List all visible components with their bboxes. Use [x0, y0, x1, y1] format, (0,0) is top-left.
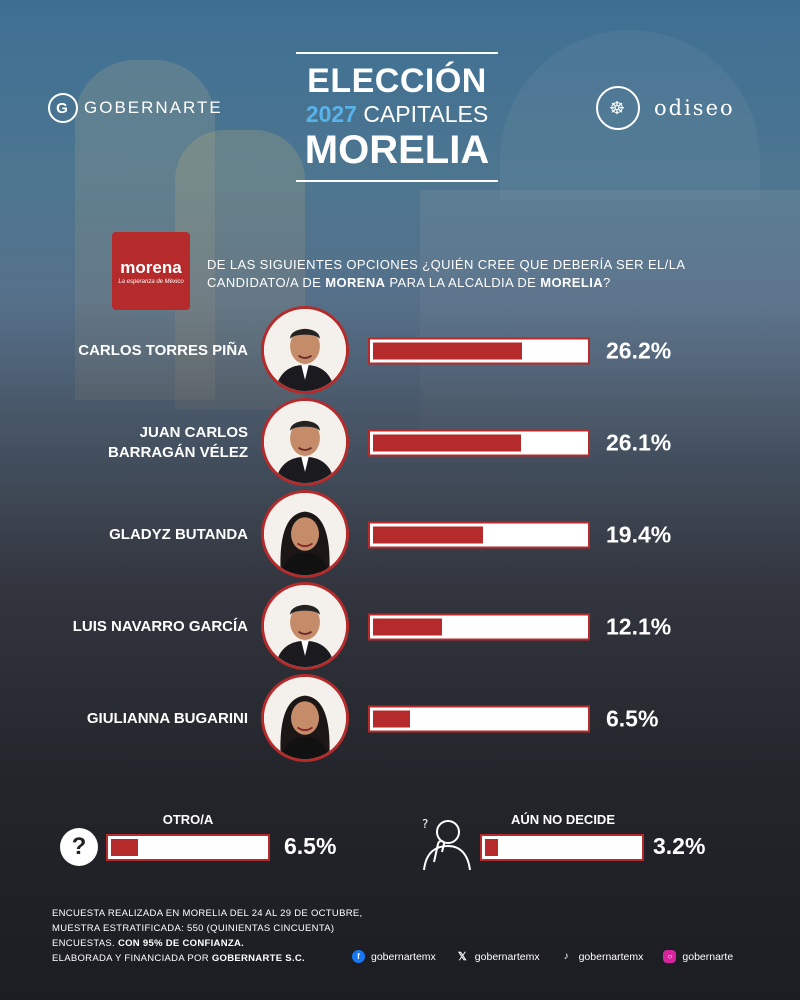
candidate-photo — [261, 398, 349, 486]
other-value: 6.5% — [284, 833, 337, 859]
bar — [373, 342, 522, 360]
data-label: 26.1% — [606, 429, 672, 456]
footnote-line: ELABORADA Y FINANCIADA POR GOBERNARTE S.… — [52, 951, 392, 966]
x-handle: gobernartemx — [474, 950, 540, 963]
title-rule-bottom — [296, 180, 498, 182]
candidate-photo — [261, 674, 349, 762]
instagram-handle: gobernarte — [682, 950, 734, 963]
candidate-name-line: JUAN CARLOS — [139, 424, 248, 441]
bar — [373, 434, 521, 452]
bar-track — [368, 705, 590, 733]
party-name: morena — [120, 257, 182, 277]
candidate-name-line: BARRAGÁN VÉLEZ — [107, 444, 248, 461]
candidate-name: LUIS NAVARRO GARCÍA — [8, 617, 248, 637]
candidate-name-line: GLADYZ BUTANDA — [109, 526, 248, 543]
undecided-label: AÚN NO DECIDE — [510, 812, 615, 827]
background-aqueduct — [420, 190, 800, 450]
title-line1: ELECCIÓN — [307, 62, 487, 100]
gobernarte-wordmark: GOBERNARTE — [84, 98, 223, 117]
gobernarte-g-icon: G — [48, 93, 78, 123]
social-facebook[interactable]: f gobernartemx — [352, 950, 436, 963]
question-mark-icon: ? — [60, 828, 98, 866]
facebook-handle: gobernartemx — [371, 950, 436, 963]
candidate-photo — [261, 582, 349, 670]
bar-track — [368, 429, 590, 457]
x-icon: 𝕏 — [457, 951, 467, 963]
footnote-text: ENCUESTAS. — [52, 938, 118, 949]
bar-track — [368, 337, 590, 365]
morena-logo: morena La esperanza de México — [112, 232, 190, 310]
footnote-confidence: CON 95% DE CONFIANZA. — [117, 938, 245, 949]
title-city: MORELIA — [304, 128, 490, 172]
odiseo-seal-icon: ☸ — [596, 86, 640, 130]
social-tiktok[interactable]: ♪ gobernartemx — [560, 950, 644, 963]
candidate-name-line: CARLOS TORRES PIÑA — [78, 342, 248, 359]
other-bar-track — [106, 834, 270, 861]
candidate-name-line: GIULIANNA BUGARINI — [86, 710, 248, 727]
gobernarte-logo: G GOBERNARTE — [48, 93, 223, 123]
candidate-name: CARLOS TORRES PIÑA — [8, 341, 248, 361]
candidate-row: GIULIANNA BUGARINI 6.5% — [0, 674, 800, 764]
instagram-icon: ○ — [663, 950, 677, 963]
footnote-line: MUESTRA ESTRATIFICADA: 550 (QUINIENTAS C… — [52, 923, 335, 934]
data-label: 19.4% — [606, 521, 672, 548]
candidate-name-line: LUIS NAVARRO GARCÍA — [72, 618, 248, 635]
question-text: ? — [603, 275, 611, 290]
title-year: 2027 — [305, 101, 357, 127]
undecided-value: 3.2% — [653, 833, 706, 859]
question-text: PARA LA ALCALDIA DE — [385, 275, 541, 290]
candidate-photo — [261, 306, 349, 394]
title-block: ELECCIÓN 2027 CAPITALES MORELIA — [296, 52, 498, 182]
title-capitales: CAPITALES — [363, 101, 489, 127]
footnote-line: ENCUESTAS. CON 95% DE CONFIANZA. — [52, 936, 392, 951]
survey-question: DE LAS SIGUIENTES OPCIONES ¿QUIÉN CREE Q… — [207, 256, 727, 292]
bar — [373, 710, 410, 728]
thinking-person-icon: ? — [422, 817, 471, 871]
candidate-row: GLADYZ BUTANDA 19.4% — [0, 490, 800, 580]
party-tagline: La esperanza de México — [118, 278, 184, 285]
question-text: DE LAS SIGUIENTES OPCIONES ¿QUIÉN CREE Q… — [207, 257, 685, 290]
tiktok-icon: ♪ — [563, 951, 569, 962]
candidate-name: JUAN CARLOS BARRAGÁN VÉLEZ — [8, 423, 248, 463]
question-party: MORENA — [325, 275, 386, 290]
undecided-bar-track — [480, 834, 644, 861]
candidate-photo — [261, 490, 349, 578]
footnote-sponsor: GOBERNARTE S.C. — [211, 953, 305, 964]
data-label: 26.2% — [606, 337, 672, 364]
data-label: 6.5% — [606, 705, 659, 732]
svg-text:?: ? — [422, 817, 428, 831]
candidate-row: JUAN CARLOS BARRAGÁN VÉLEZ 26.1% — [0, 398, 800, 488]
undecided-bar — [485, 839, 498, 856]
other-bar — [111, 839, 138, 856]
data-label: 12.1% — [606, 613, 672, 640]
social-links: f gobernartemx 𝕏 gobernartemx ♪ gobernar… — [352, 950, 733, 963]
other-label: OTRO/A — [162, 812, 214, 827]
question-city: MORELIA — [540, 275, 604, 290]
bar-track — [368, 613, 590, 641]
tiktok-handle: gobernartemx — [578, 950, 644, 963]
social-instagram[interactable]: ○ gobernarte — [663, 950, 733, 963]
social-x[interactable]: 𝕏 gobernartemx — [456, 950, 540, 964]
facebook-icon: f — [352, 950, 365, 963]
odiseo-wordmark: odiseo — [654, 96, 735, 120]
candidate-name: GLADYZ BUTANDA — [8, 525, 248, 545]
odiseo-logo: ☸ odiseo — [596, 86, 735, 130]
methodology-note: ENCUESTA REALIZADA EN MORELIA DEL 24 AL … — [52, 906, 392, 966]
footnote-line: ENCUESTA REALIZADA EN MORELIA DEL 24 AL … — [52, 908, 363, 919]
candidate-row: CARLOS TORRES PIÑA 26.2% — [0, 306, 800, 396]
footnote-text: ELABORADA Y FINANCIADA POR — [52, 953, 212, 964]
bar-track — [368, 521, 590, 549]
title-line2: 2027 CAPITALES — [296, 100, 498, 128]
title-rule-top — [296, 52, 498, 54]
candidate-row: LUIS NAVARRO GARCÍA 12.1% — [0, 582, 800, 672]
candidate-name: GIULIANNA BUGARINI — [8, 709, 248, 729]
background-tower — [75, 60, 215, 400]
bar — [373, 526, 483, 544]
bar — [373, 618, 442, 636]
